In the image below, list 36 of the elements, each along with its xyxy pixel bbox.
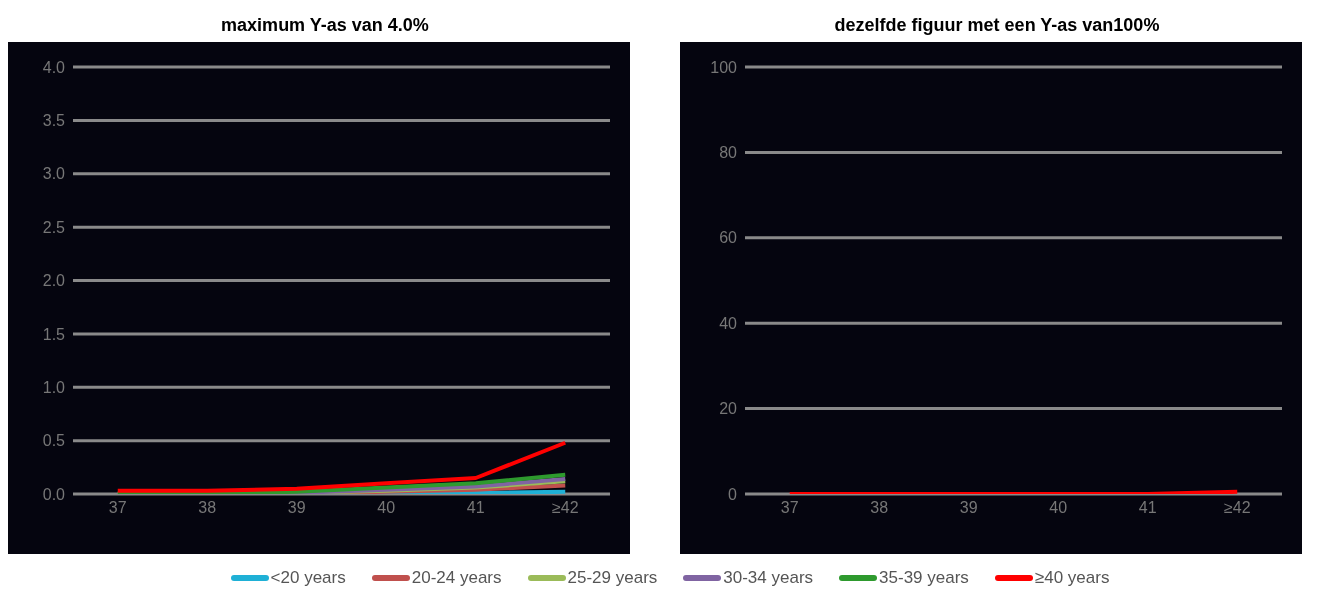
legend-label: <20 years <box>270 568 346 588</box>
y-tick-label: 0.5 <box>42 432 66 450</box>
x-tick-label: 40 <box>1049 499 1068 517</box>
y-tick-label: 0.0 <box>42 485 66 503</box>
legend-label: ≥40 years <box>1034 568 1110 588</box>
y-tick-label: 0 <box>728 485 738 503</box>
y-tick-label: 1.5 <box>42 325 66 343</box>
legend-label: 30-34 years <box>723 568 814 588</box>
y-tick-label: 40 <box>719 314 738 332</box>
y-tick-label: 80 <box>719 144 738 162</box>
y-tick-label: 100 <box>710 58 738 76</box>
x-tick-label: 40 <box>377 499 396 517</box>
x-tick-label: ≥42 <box>1223 499 1251 517</box>
y-tick-label: 1.0 <box>42 378 66 396</box>
line-series <box>115 440 568 493</box>
legend-label: 20-24 years <box>411 568 502 588</box>
x-tick-label: 37 <box>108 499 127 517</box>
y-tick-label: 3.0 <box>42 165 66 183</box>
chart-title: dezelfde figuur met een Y-as van100% <box>833 14 1161 37</box>
legend-label: 35-39 years <box>879 568 969 588</box>
legend-label: 25-29 years <box>567 568 658 588</box>
x-tick-label: 41 <box>466 499 485 517</box>
y-tick-label: 4.0 <box>42 58 66 76</box>
chart-title: maximum Y-as van 4.0% <box>220 14 430 37</box>
y-tick-label: 20 <box>719 400 738 418</box>
y-tick-label: 2.5 <box>42 218 66 236</box>
x-tick-label: 37 <box>780 499 799 517</box>
y-tick-label: 2.0 <box>42 272 66 290</box>
y-tick-label: 3.5 <box>42 112 66 130</box>
x-tick-label: 38 <box>198 499 217 517</box>
x-tick-label: 39 <box>959 499 978 517</box>
y-tick-label: 60 <box>719 229 738 247</box>
x-tick-label: ≥42 <box>551 499 579 517</box>
x-tick-label: 41 <box>1138 499 1157 517</box>
x-tick-label: 38 <box>870 499 889 517</box>
x-tick-label: 39 <box>287 499 306 517</box>
